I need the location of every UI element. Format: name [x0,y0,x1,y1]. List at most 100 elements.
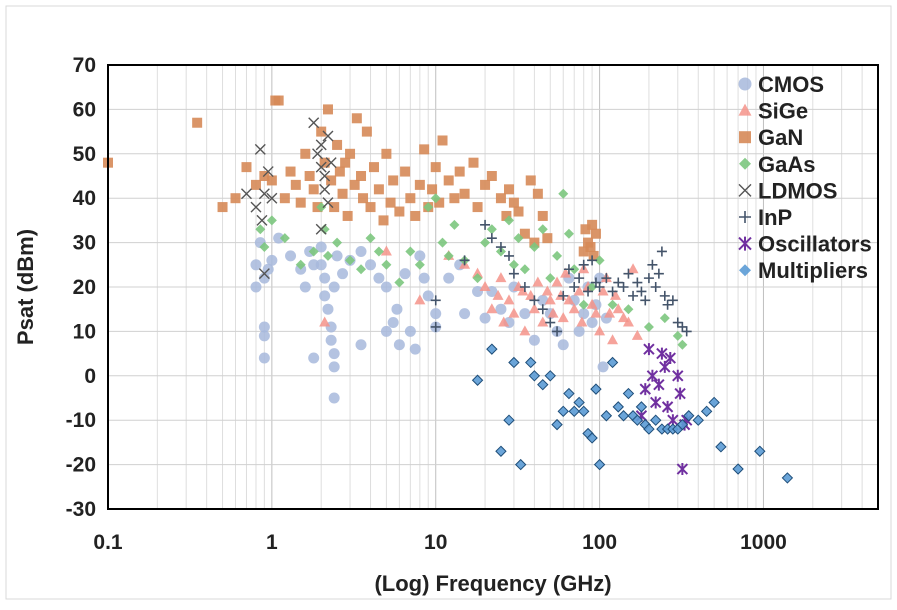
gan-point [459,188,470,199]
cmos-point [495,303,507,315]
gaas-point [316,202,327,213]
legend-label-cmos: CMOS [758,72,824,97]
gan-point [381,148,392,159]
series-gaas [255,188,688,350]
gaas-point [423,202,434,213]
cmos-point [250,259,262,271]
cmos-point [328,392,340,404]
multipliers-point [622,387,635,400]
gaas-point [545,273,556,284]
cmos-point [250,281,262,293]
cmos-point [299,281,311,293]
inp-point [508,268,519,279]
cmos-point [586,317,598,329]
inp-point [495,242,506,253]
legend-item-oscillators: Oscillators [738,232,872,257]
sige-point [612,303,624,314]
cmos-point [573,325,585,337]
legend-label-oscillators: Oscillators [758,232,872,257]
multipliers-point [573,396,585,409]
y-tick-label: 0 [84,365,96,388]
gan-point [410,210,421,221]
gaas-point [480,237,491,248]
gan-point [342,210,353,221]
gaas-point [279,233,290,244]
oscillators-point [664,352,676,365]
sige-point [503,294,515,305]
gan-point [329,202,340,213]
sige-point [508,307,520,318]
sige-point [551,276,563,287]
cmos-point [414,250,426,262]
gaas-point [607,299,618,310]
x-tick-label: 0.1 [93,531,123,554]
cmos-point [404,325,416,337]
gaas-point [519,264,530,275]
sige-point [495,272,507,283]
series-ldmos [240,117,337,280]
y-tick-label: 30 [73,232,96,255]
series-sige [319,245,643,345]
cmos-point [328,348,340,360]
ldmos-point [308,117,320,129]
gan-point [585,242,596,253]
y-axis-title: Psat (dBm) [13,229,38,345]
gan-point [340,157,351,168]
legend-label-gan: GaN [758,125,803,150]
legend-item-multipliers: Multipliers [739,258,868,283]
gaas-point [332,237,343,248]
y-tick-label: 40 [73,187,96,210]
inp-point [430,321,441,332]
series-inp [430,219,692,337]
gaas-point [486,224,497,235]
inp-point [459,255,470,266]
inp-point [628,290,639,301]
cmos-point [443,272,455,284]
multipliers-point [593,458,606,471]
inp-point [569,282,580,292]
inp-point [430,295,441,306]
inp-point [480,219,491,230]
sige-point [319,316,331,327]
plot-area-frame [107,64,879,510]
gan-point [388,175,399,186]
cmos-point [557,339,569,351]
sige-point [563,294,575,305]
sige-point [380,245,392,256]
sige-point [586,298,598,309]
sige-point [576,316,588,327]
cmos-point [459,308,471,320]
sige-point [622,316,634,327]
gan-point [519,228,530,239]
sige-point [573,285,585,296]
gaas-point [345,255,356,266]
oscillators-point [676,463,689,476]
ldmos-point [240,188,252,200]
cmos-point [391,303,403,315]
cmos-point [387,317,399,329]
y-tick-label: -20 [66,454,96,477]
series-multipliers [471,343,794,484]
inp-point [640,295,651,306]
legend-item-gan: GaN [739,125,803,150]
multipliers-point [650,414,662,426]
gan-point [437,135,448,146]
gan-point [590,228,601,239]
legend-marker-oscillators [738,236,752,251]
ldmos-point [266,192,278,204]
oscillators-point [672,369,684,382]
gaas-point [659,313,670,324]
multipliers-point [495,445,507,457]
gaas-point [443,250,454,261]
inp-point [563,264,574,275]
multipliers-point [537,378,549,391]
ldmos-point [315,161,327,173]
gan-point [332,139,343,150]
multipliers-point [514,458,527,471]
inp-point [578,259,589,270]
legend-item-sige: SiGe [738,99,808,124]
multipliers-point [715,441,727,453]
gan-point [241,162,252,173]
